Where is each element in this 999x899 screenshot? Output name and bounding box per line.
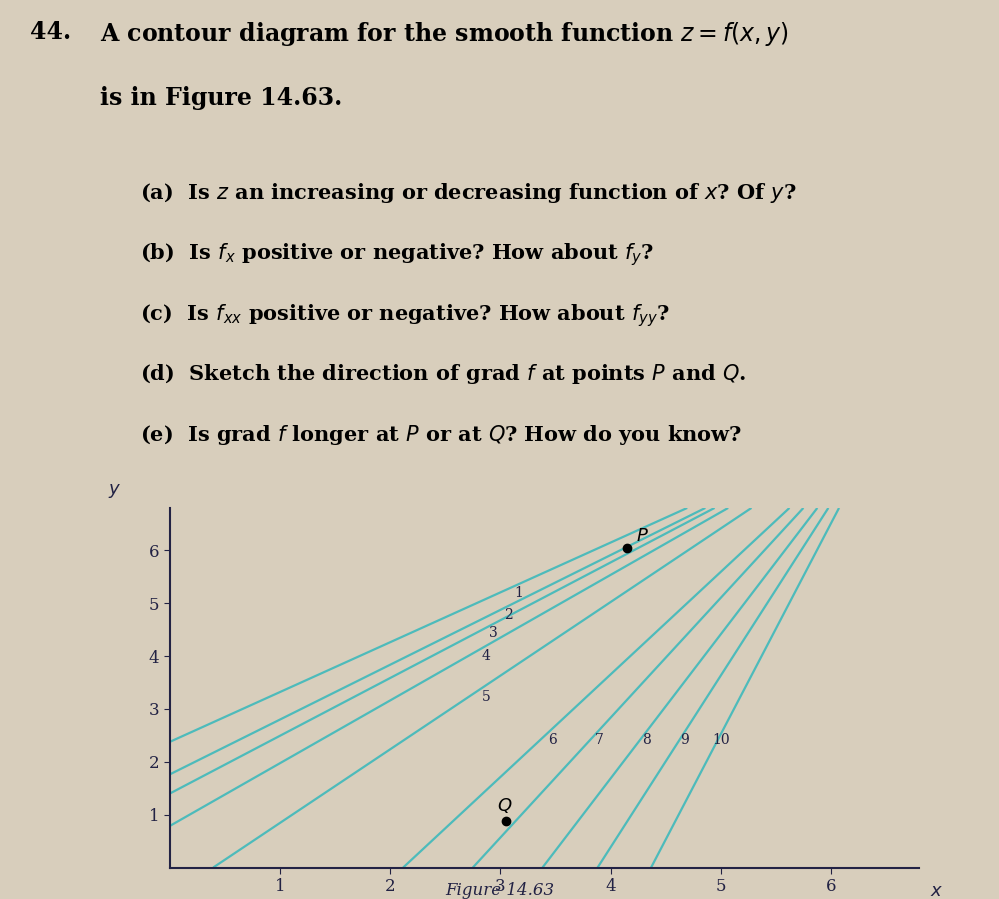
- Text: $y$: $y$: [108, 482, 122, 500]
- Text: 4: 4: [482, 649, 491, 663]
- Text: 9: 9: [680, 734, 688, 747]
- Text: 44.: 44.: [30, 20, 71, 44]
- Text: 8: 8: [642, 734, 651, 747]
- Text: (b)  Is $f_x$ positive or negative? How about $f_y$?: (b) Is $f_x$ positive or negative? How a…: [140, 242, 654, 269]
- Text: A contour diagram for the smooth function $z = f(x, y)$: A contour diagram for the smooth functio…: [100, 20, 789, 49]
- Text: 3: 3: [490, 627, 499, 640]
- Text: (d)  Sketch the direction of grad $f$ at points $P$ and $Q$.: (d) Sketch the direction of grad $f$ at …: [140, 362, 746, 387]
- Text: 10: 10: [712, 734, 729, 747]
- Text: (e)  Is grad $f$ longer at $P$ or at $Q$? How do you know?: (e) Is grad $f$ longer at $P$ or at $Q$?…: [140, 423, 742, 447]
- Text: $x$: $x$: [930, 882, 943, 899]
- Text: is in Figure 14.63.: is in Figure 14.63.: [100, 85, 342, 110]
- Text: 7: 7: [595, 734, 604, 747]
- Text: 5: 5: [482, 690, 491, 704]
- Text: $P$: $P$: [636, 527, 648, 546]
- Text: $Q$: $Q$: [498, 797, 512, 815]
- Text: 1: 1: [514, 585, 523, 600]
- Text: 2: 2: [503, 609, 512, 622]
- Text: Figure 14.63: Figure 14.63: [445, 882, 554, 898]
- Text: (c)  Is $f_{xx}$ positive or negative? How about $f_{yy}$?: (c) Is $f_{xx}$ positive or negative? Ho…: [140, 302, 669, 329]
- Text: 6: 6: [547, 734, 556, 747]
- Text: (a)  Is $z$ an increasing or decreasing function of $x$? Of $y$?: (a) Is $z$ an increasing or decreasing f…: [140, 182, 796, 205]
